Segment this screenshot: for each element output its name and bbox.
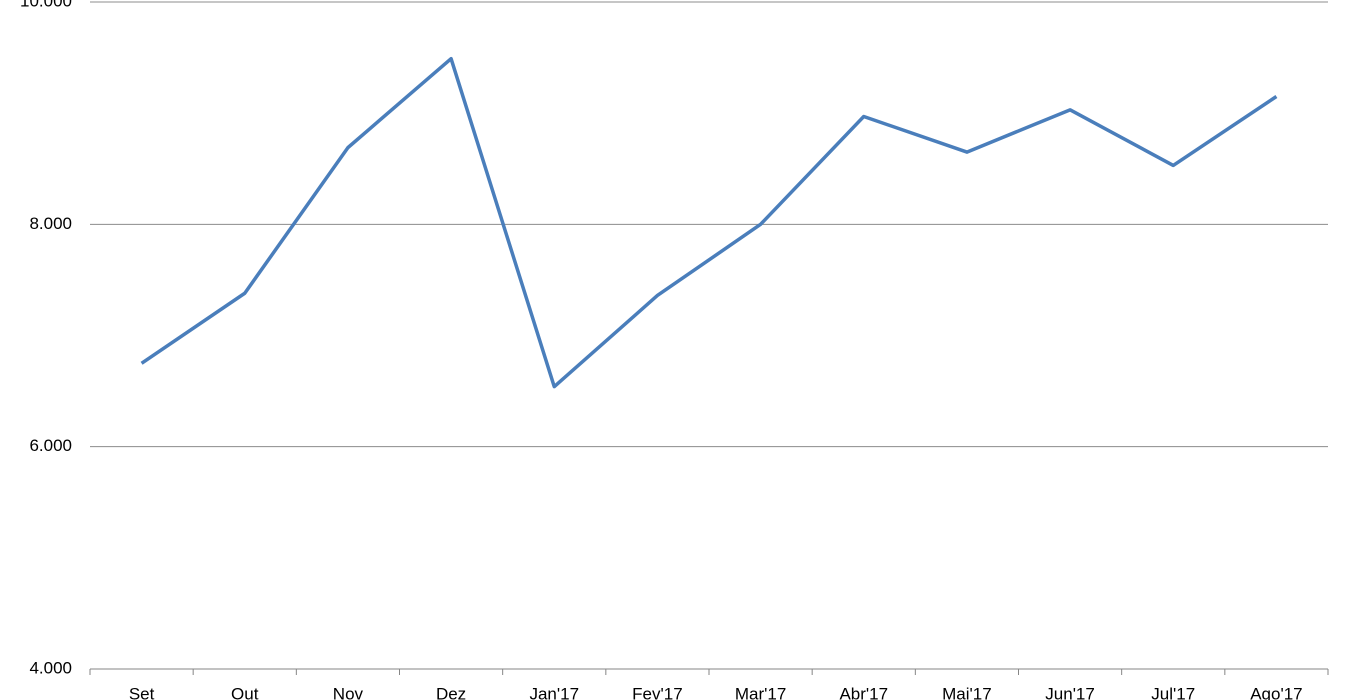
x-tick-label: Mai'17	[942, 684, 992, 700]
x-tick-label: Set	[129, 684, 155, 700]
x-tick-label: Ago'17	[1250, 684, 1302, 700]
x-tick-label: Fev'17	[632, 684, 683, 700]
x-tick-label: Jun'17	[1045, 684, 1095, 700]
x-tick-label: Nov	[333, 684, 364, 700]
y-tick-label: 4.000	[29, 658, 72, 677]
y-tick-label: 10.000	[20, 0, 72, 10]
x-tick-label: Mar'17	[735, 684, 786, 700]
data-line	[140, 56, 1278, 389]
y-tick-label: 8.000	[29, 214, 72, 233]
y-tick-label: 6.000	[29, 436, 72, 455]
x-tick-label: Dez	[436, 684, 466, 700]
x-tick-label: Jul'17	[1151, 684, 1195, 700]
x-tick-label: Out	[231, 684, 259, 700]
x-tick-label: Jan'17	[529, 684, 579, 700]
x-tick-label: Abr'17	[839, 684, 888, 700]
